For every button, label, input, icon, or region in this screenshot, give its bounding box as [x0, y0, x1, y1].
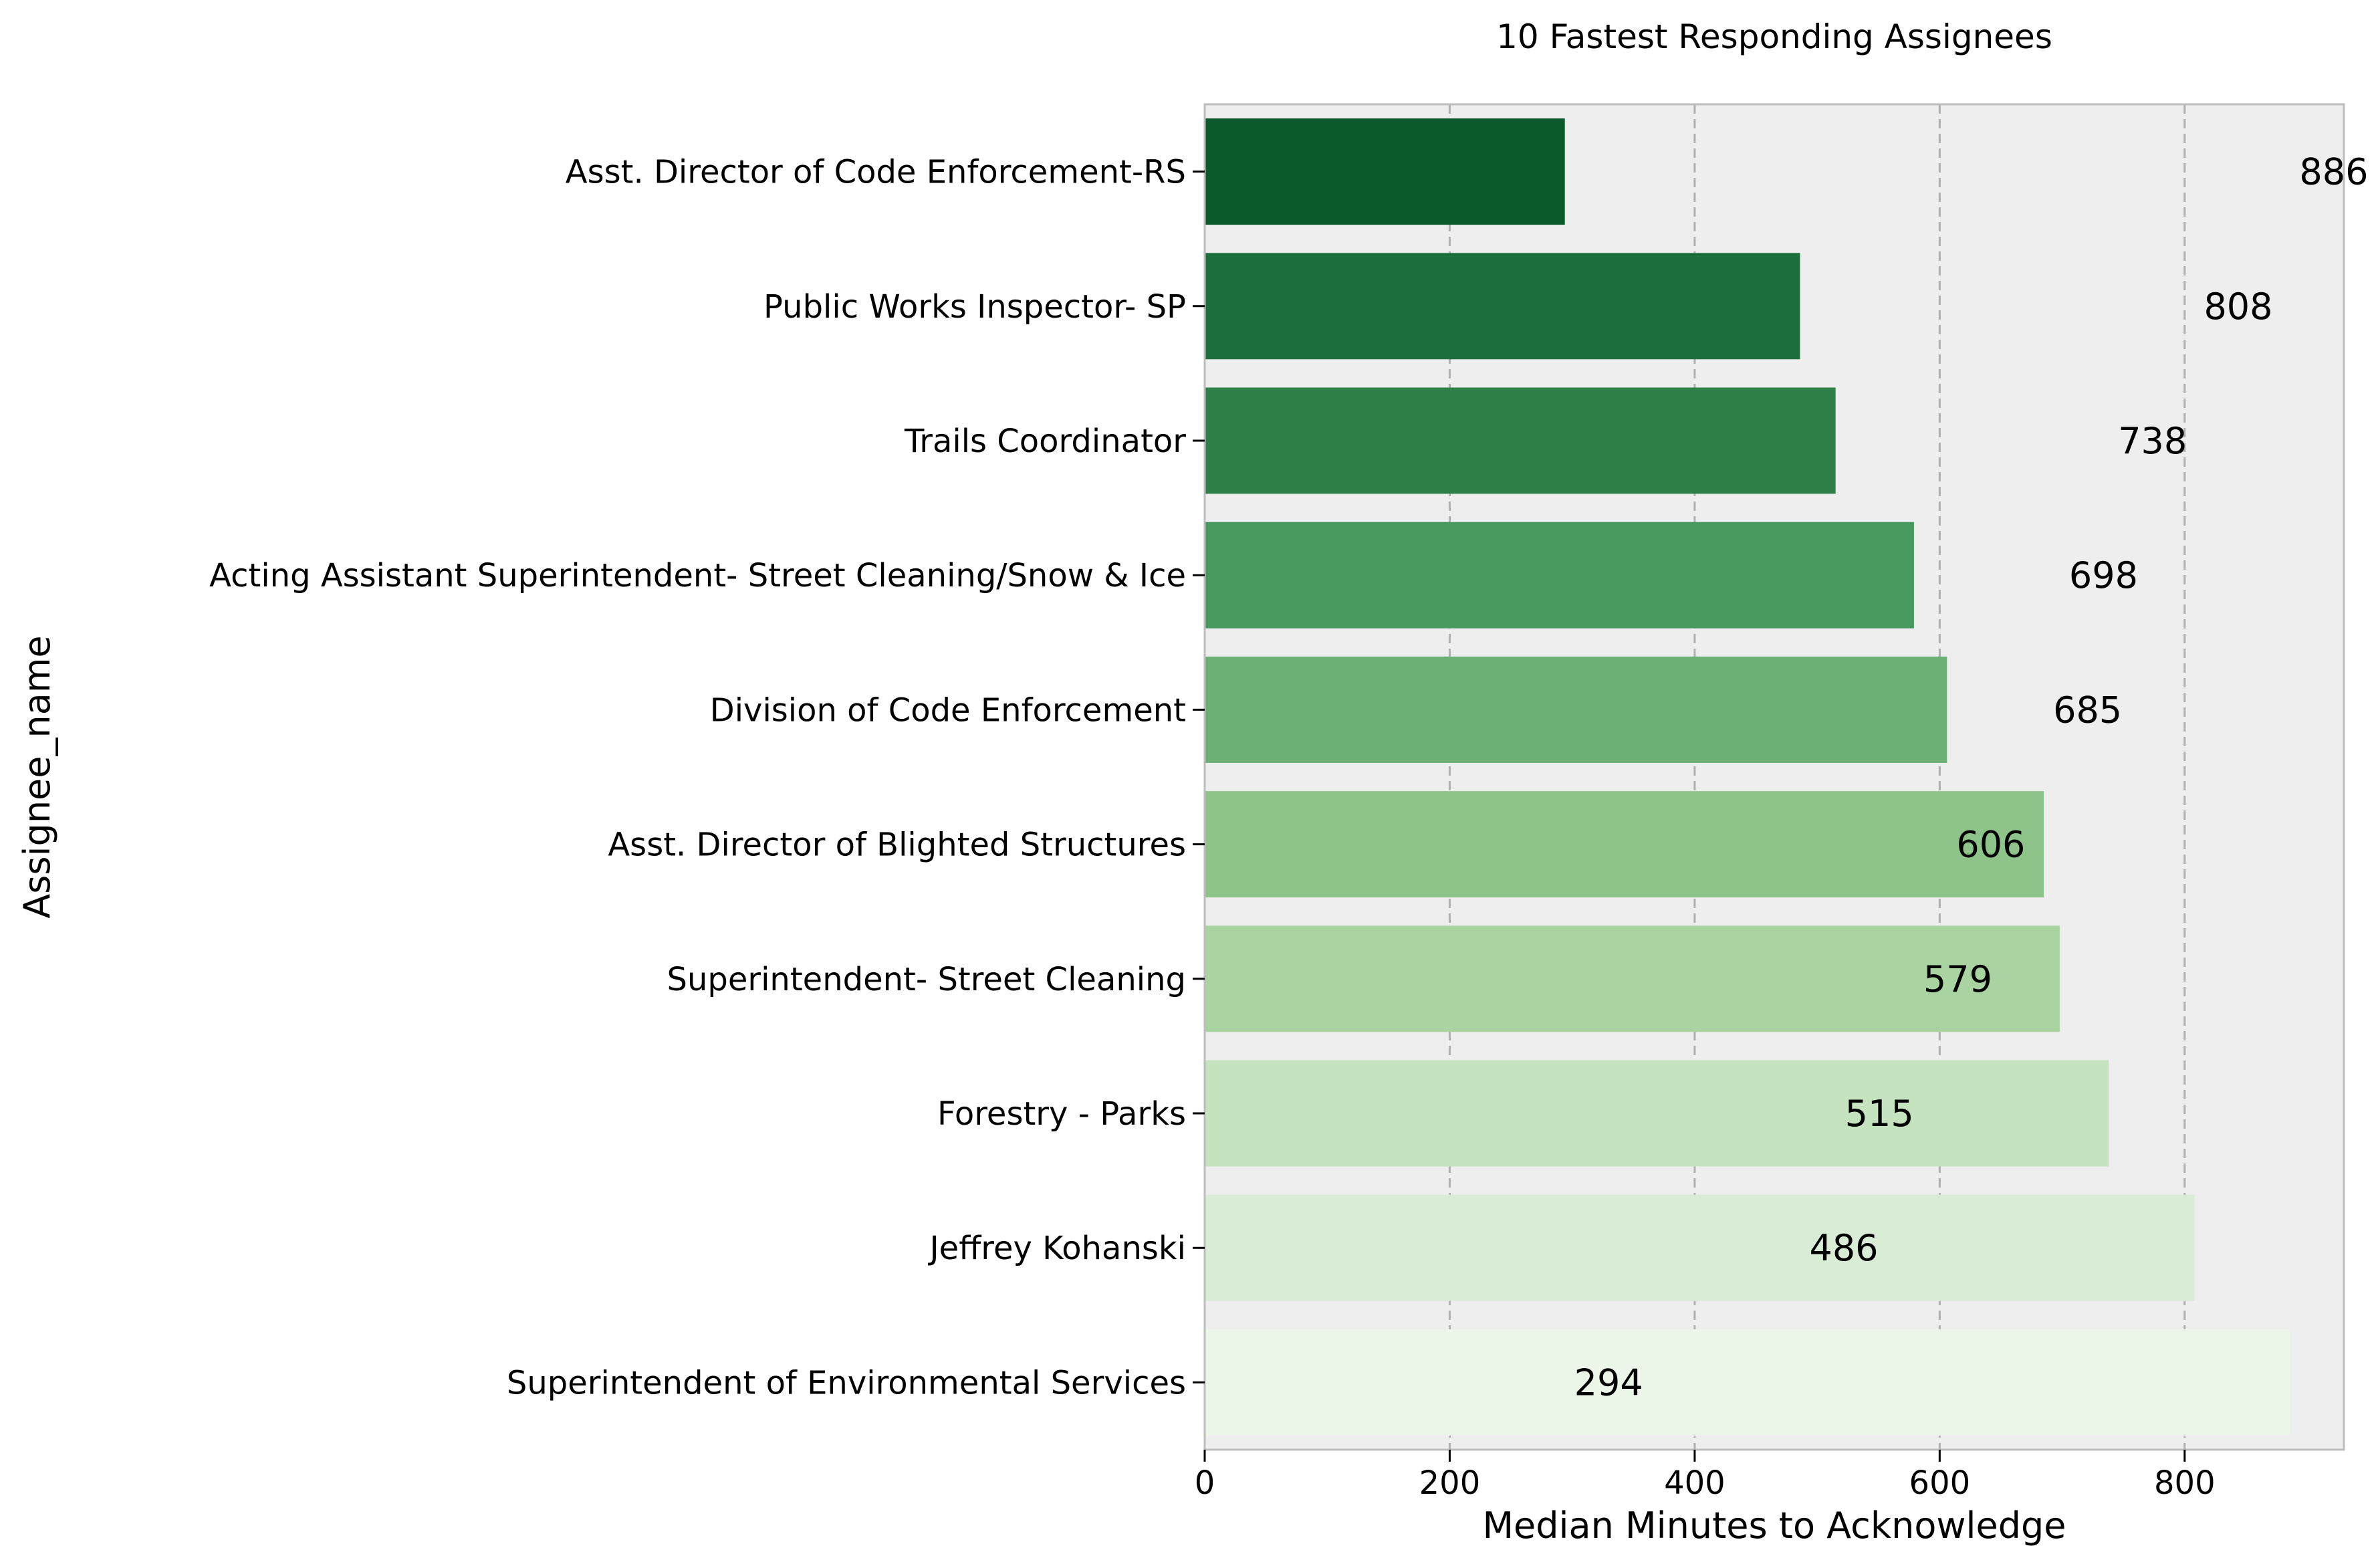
bar — [1205, 253, 1800, 360]
x-axis: 0 200 400 600 800 — [1195, 1450, 2216, 1502]
y-tick-label: Superintendent- Street Cleaning — [667, 961, 1186, 998]
x-tick-label: 0 — [1195, 1464, 1215, 1502]
data-label: 698 — [2069, 554, 2138, 596]
y-tick-label: Superintendent of Environmental Services — [507, 1364, 1186, 1402]
bar — [1205, 1194, 2195, 1301]
bar — [1205, 925, 2060, 1032]
data-label: 685 — [2053, 689, 2122, 731]
plot-frame — [1203, 103, 2345, 1451]
bar — [1205, 1060, 2109, 1167]
bar — [1205, 791, 2044, 898]
data-label: 808 — [2204, 286, 2272, 328]
bar — [1205, 656, 1947, 763]
bar — [1205, 118, 1565, 225]
x-axis-label: Median Minutes to Acknowledge — [1482, 1505, 2066, 1547]
data-label: 738 — [2118, 420, 2187, 462]
chart-title: 10 Fastest Responding Assignees — [1496, 17, 2052, 56]
y-axis-label: Assignee_name — [16, 635, 58, 918]
y-tick-label: Forestry - Parks — [937, 1095, 1186, 1133]
bar — [1205, 1329, 2290, 1436]
y-tick-label: Trails Coordinator — [904, 423, 1186, 460]
data-label: 886 — [2299, 151, 2368, 193]
y-tick-label: Acting Assistant Superintendent- Street … — [209, 557, 1186, 594]
y-tick-label: Asst. Director of Code Enforcement-RS — [566, 154, 1186, 191]
bars — [1205, 118, 2290, 1436]
y-tick-label: Asst. Director of Blighted Structures — [608, 826, 1186, 864]
data-labels: 886 808 738 698 685 606 579 515 486 294 — [1574, 151, 2369, 1404]
data-label: 515 — [1845, 1093, 1914, 1135]
x-tick-label: 200 — [1419, 1464, 1481, 1502]
bar — [1205, 387, 1836, 494]
bar — [1205, 522, 1914, 629]
data-label: 294 — [1574, 1361, 1643, 1404]
x-tick-label: 800 — [2154, 1464, 2216, 1502]
y-tick-label: Jeffrey Kohanski — [928, 1230, 1186, 1267]
y-tick-label: Division of Code Enforcement — [710, 691, 1186, 729]
data-label: 606 — [1956, 824, 2025, 866]
y-tick-label: Public Works Inspector- SP — [763, 288, 1186, 326]
x-tick-label: 400 — [1664, 1464, 1726, 1502]
data-label: 486 — [1809, 1227, 1878, 1269]
y-axis: Asst. Director of Code Enforcement-RS Pub… — [209, 154, 1205, 1402]
x-tick-label: 600 — [1909, 1464, 1971, 1502]
data-label: 579 — [1923, 958, 1992, 1000]
